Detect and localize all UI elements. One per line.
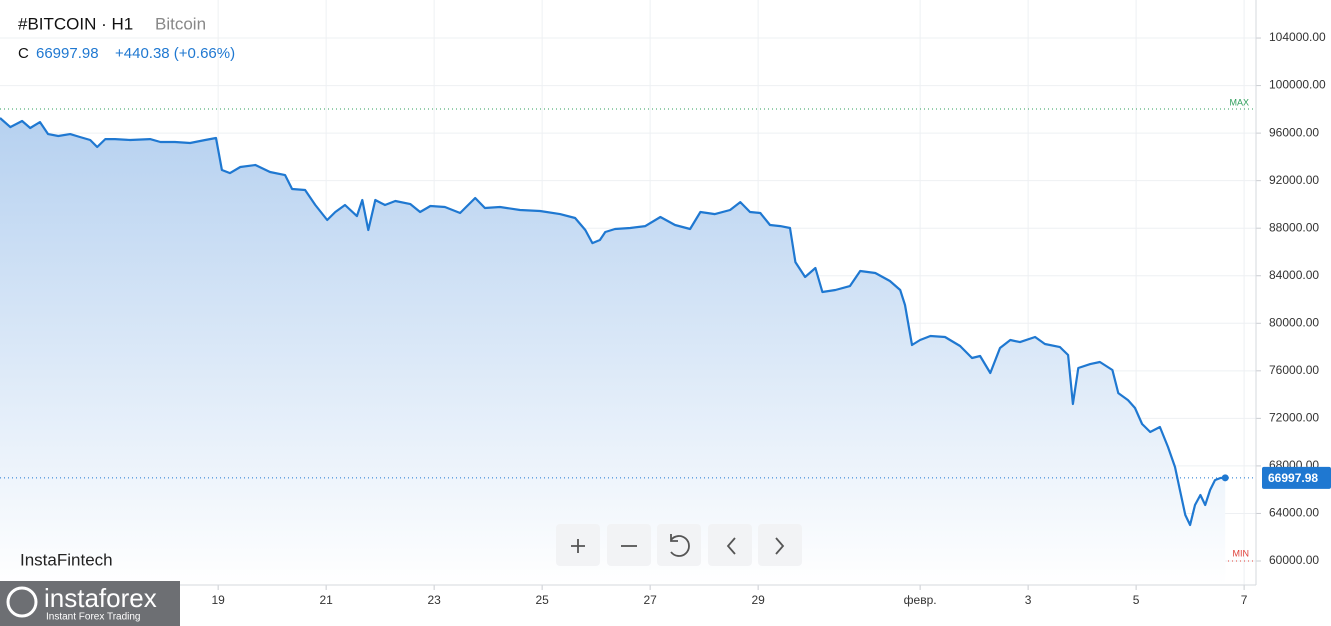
price-tag-label: 66997.98 — [1268, 471, 1318, 485]
logo: instaforex Instant Forex Trading — [0, 581, 180, 626]
y-tick-label: 96000.00 — [1269, 125, 1319, 139]
x-tick-label: февр. — [904, 593, 937, 607]
y-tick-label: 92000.00 — [1269, 173, 1319, 187]
min-line-label: MIN — [1233, 548, 1250, 558]
x-tick-label: 25 — [535, 593, 549, 607]
scroll-left-button[interactable] — [708, 524, 752, 566]
logo-text: instaforex — [44, 583, 157, 613]
reset-button[interactable] — [657, 524, 701, 566]
close-label: C — [18, 45, 29, 62]
instrument-name: Bitcoin — [155, 14, 206, 33]
y-tick-label: 88000.00 — [1269, 220, 1319, 234]
y-tick-label: 64000.00 — [1269, 506, 1319, 520]
zoom-out-button[interactable] — [607, 524, 651, 566]
change: +440.38 (+0.66%) — [115, 45, 235, 62]
y-tick-label: 72000.00 — [1269, 411, 1319, 425]
x-tick-label: 5 — [1133, 593, 1140, 607]
y-tick-label: 76000.00 — [1269, 363, 1319, 377]
y-tick-label: 60000.00 — [1269, 553, 1319, 567]
y-tick-label: 80000.00 — [1269, 315, 1319, 329]
brand: InstaFintech — [20, 550, 113, 569]
x-tick-label: 7 — [1241, 593, 1248, 607]
logo-box — [0, 581, 180, 626]
y-tick-label: 84000.00 — [1269, 268, 1319, 282]
x-tick-label: 19 — [211, 593, 225, 607]
close-value: 66997.98 — [36, 45, 99, 62]
logo-icon — [6, 586, 38, 618]
symbol: #BITCOIN · H1 — [18, 14, 133, 33]
x-tick-label: 3 — [1025, 593, 1032, 607]
x-tick-label: 29 — [751, 593, 765, 607]
max-line-label: MAX — [1229, 97, 1249, 107]
last-point — [1221, 474, 1229, 482]
x-tick-label: 21 — [319, 593, 333, 607]
y-tick-label: 100000.00 — [1269, 78, 1326, 92]
logo-tagline: Instant Forex Trading — [46, 612, 141, 623]
line — [0, 117, 1226, 527]
y-tick-label: 104000.00 — [1269, 30, 1326, 44]
x-tick-label: 27 — [643, 593, 657, 607]
scroll-right-button[interactable] — [758, 524, 802, 566]
x-tick-label: 23 — [427, 593, 441, 607]
zoom-in-button[interactable] — [556, 524, 600, 566]
price-tag — [1262, 466, 1331, 489]
area — [0, 118, 1226, 585]
